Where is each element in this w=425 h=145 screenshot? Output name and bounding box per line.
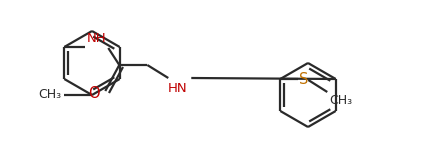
Text: S: S xyxy=(299,71,309,87)
Text: CH₃: CH₃ xyxy=(329,94,352,107)
Text: O: O xyxy=(88,86,99,100)
Text: HN: HN xyxy=(167,82,187,95)
Text: CH₃: CH₃ xyxy=(38,88,61,102)
Text: NH: NH xyxy=(86,32,106,45)
